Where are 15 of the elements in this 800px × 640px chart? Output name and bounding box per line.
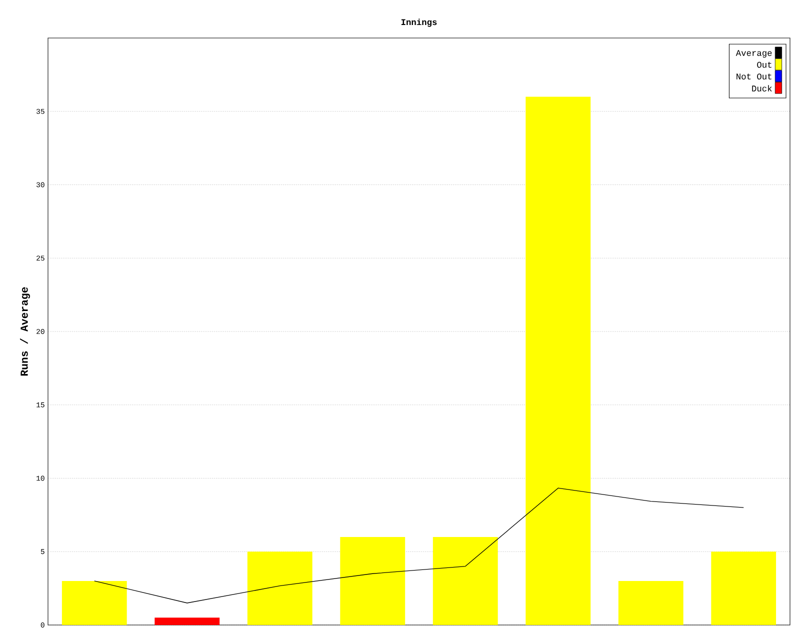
legend-label: Duck <box>752 85 772 92</box>
bar <box>618 580 684 626</box>
bar <box>247 552 312 626</box>
bar <box>526 96 591 626</box>
bar <box>154 618 220 626</box>
chart-title: Innings <box>401 18 437 27</box>
bar <box>62 580 127 626</box>
bar <box>340 536 406 626</box>
legend-label: Not Out <box>736 74 772 80</box>
bar <box>432 536 498 626</box>
line-series <box>94 488 744 604</box>
legend-label: Average <box>736 50 772 58</box>
bar <box>711 552 776 626</box>
y-axis-title: Runs / Average <box>20 287 30 376</box>
legend-label: Out <box>757 62 772 68</box>
